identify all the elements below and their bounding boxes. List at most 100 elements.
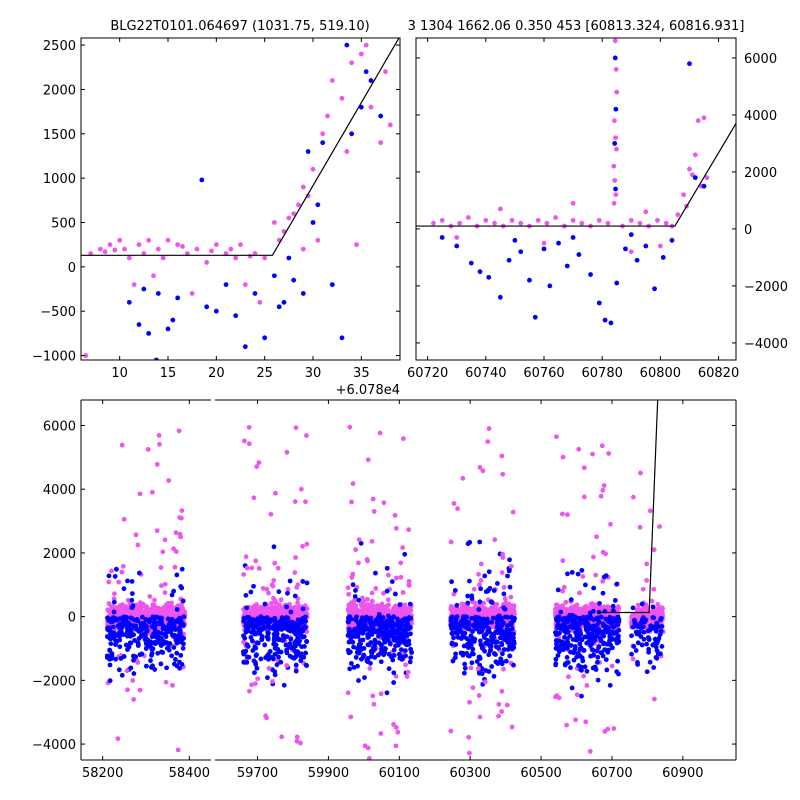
blue-point [265, 675, 270, 681]
blue-point [471, 639, 477, 644]
blue-point [461, 643, 467, 649]
blue-point [111, 615, 116, 620]
blue-point [478, 586, 484, 592]
blue-point [643, 243, 649, 249]
magenta-point [115, 736, 121, 742]
blue-point [498, 630, 504, 636]
magenta-point [262, 255, 268, 261]
magenta-point [468, 665, 474, 671]
magenta-point [165, 600, 171, 606]
blue-point [348, 616, 354, 622]
blue-point [243, 629, 249, 635]
blue-point [596, 300, 602, 306]
blue-point [615, 658, 621, 664]
blue-point [518, 249, 524, 255]
magenta-point [163, 679, 169, 685]
blue-point [468, 633, 474, 639]
blue-point [363, 614, 369, 620]
blue-point [409, 650, 414, 655]
magenta-point [471, 586, 477, 592]
blue-point [172, 661, 177, 667]
magenta-point [292, 570, 298, 575]
blue-point [315, 202, 321, 208]
magenta-point [577, 590, 582, 596]
magenta-point [121, 516, 127, 522]
blue-point [329, 282, 335, 288]
blue-point [132, 637, 138, 643]
blue-point [276, 589, 282, 595]
magenta-point [611, 163, 617, 169]
blue-point [174, 607, 180, 612]
blue-point [241, 615, 247, 621]
blue-point [582, 664, 588, 670]
blue-point [505, 614, 511, 620]
blue-point [477, 269, 483, 275]
x-tick-label: 60800 [640, 366, 681, 381]
blue-point [376, 611, 382, 617]
blue-point [126, 624, 132, 630]
magenta-point [499, 709, 505, 714]
magenta-point [449, 606, 455, 611]
magenta-point [483, 217, 489, 223]
blue-point [283, 642, 289, 648]
magenta-point [124, 668, 130, 674]
blue-point [511, 615, 517, 621]
blue-point [181, 641, 186, 647]
blue-point [242, 635, 248, 641]
blue-point [252, 670, 257, 676]
magenta-point [122, 246, 127, 252]
blue-point [454, 243, 460, 249]
blue-point [486, 569, 492, 575]
blue-point [398, 620, 403, 626]
magenta-point [278, 597, 284, 603]
magenta-point [346, 591, 352, 597]
magenta-point [162, 581, 168, 587]
blue-point [259, 620, 265, 626]
magenta-point [238, 242, 243, 248]
magenta-point [383, 69, 388, 75]
magenta-point [361, 599, 366, 604]
blue-point [288, 628, 293, 634]
magenta-point [552, 610, 558, 615]
blue-point [490, 638, 496, 644]
blue-point [107, 648, 113, 653]
magenta-point [482, 679, 488, 685]
blue-point [541, 246, 547, 252]
magenta-point [499, 688, 505, 694]
magenta-point [370, 693, 376, 699]
magenta-point [369, 598, 375, 604]
magenta-point [249, 682, 255, 688]
blue-point [348, 661, 354, 666]
magenta-point [137, 687, 143, 693]
blue-point [350, 582, 356, 588]
blue-point [505, 573, 510, 579]
blue-point [293, 662, 299, 668]
blue-point [450, 630, 456, 635]
magenta-point [454, 235, 460, 240]
magenta-point [329, 78, 335, 83]
magenta-point [286, 215, 292, 221]
magenta-point [244, 565, 250, 571]
blue-point [248, 635, 254, 640]
magenta-point [448, 728, 454, 734]
blue-point [254, 620, 260, 626]
magenta-point [275, 565, 281, 571]
blue-point [146, 330, 152, 336]
magenta-point [466, 734, 472, 740]
blue-point [165, 644, 171, 650]
blue-point [384, 565, 390, 571]
blue-point [480, 616, 486, 622]
magenta-point [553, 215, 559, 220]
blue-point [171, 645, 177, 650]
magenta-point [358, 51, 364, 57]
magenta-point [294, 585, 300, 590]
blue-point [498, 656, 504, 662]
blue-point [353, 654, 359, 660]
magenta-point [643, 209, 649, 215]
magenta-point [292, 614, 298, 620]
blue-point [493, 644, 499, 650]
magenta-point [175, 242, 181, 248]
blue-point [264, 620, 270, 625]
magenta-point [701, 115, 707, 121]
